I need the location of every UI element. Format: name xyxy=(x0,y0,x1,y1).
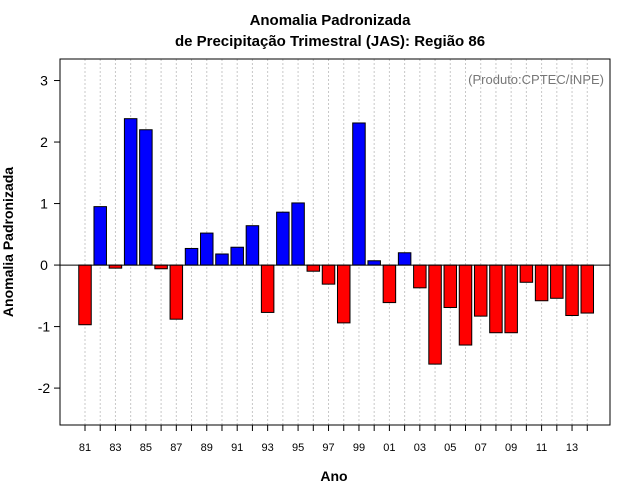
x-tick-label: 97 xyxy=(322,442,334,454)
x-tick-label: 11 xyxy=(536,442,547,454)
chart-title: Anomalia Padronizada xyxy=(250,12,412,29)
bar-1998 xyxy=(336,264,351,324)
x-tick-label: 91 xyxy=(231,442,243,454)
bar-1982 xyxy=(93,206,107,266)
bar-1999 xyxy=(352,122,366,266)
bar-2012 xyxy=(550,264,564,299)
bar-1992 xyxy=(245,225,260,266)
bar-1986 xyxy=(154,264,168,270)
bar-2013 xyxy=(565,264,579,317)
bar-1989 xyxy=(200,232,214,266)
y-axis: -2 -1 0 1 2 3 xyxy=(38,73,60,396)
bar-1987 xyxy=(169,264,184,320)
plot-frame xyxy=(59,58,611,426)
x-tick-label: 99 xyxy=(353,442,365,454)
x-tick-label: 85 xyxy=(140,442,152,454)
bar-2010 xyxy=(519,264,534,283)
vertical-grid xyxy=(84,59,588,425)
x-tick-label: 13 xyxy=(566,442,578,454)
x-tick-label: 81 xyxy=(79,442,91,454)
bar-2008 xyxy=(489,264,503,334)
y-tick-label: 2 xyxy=(40,134,48,150)
x-tick-label: 95 xyxy=(292,442,304,454)
bar-1993 xyxy=(260,264,275,313)
x-tick-label: 07 xyxy=(475,442,487,454)
bar-2009 xyxy=(504,264,518,334)
bar-1996 xyxy=(306,264,321,272)
bar-2005 xyxy=(443,264,458,309)
y-tick-label: 0 xyxy=(40,257,48,273)
x-tick-label: 89 xyxy=(201,442,213,454)
x-tick-label: 83 xyxy=(109,442,121,454)
y-tick-label: 3 xyxy=(40,73,48,89)
bar-2014 xyxy=(580,264,595,314)
bar-1997 xyxy=(321,264,336,285)
bar-1990 xyxy=(215,253,229,266)
x-tick-label: 01 xyxy=(383,442,395,454)
bar-2000 xyxy=(367,260,381,266)
x-tick-label: 03 xyxy=(414,442,426,454)
x-axis: 81 83 85 87 89 91 93 95 97 99 01 03 05 07 09 11 13 xyxy=(79,425,588,454)
bar-2004 xyxy=(428,264,442,365)
bars xyxy=(78,118,595,365)
y-tick-label: -1 xyxy=(38,319,51,335)
bar-1991 xyxy=(230,246,244,266)
x-tick-label: 93 xyxy=(262,442,274,454)
x-tick-label: 09 xyxy=(505,442,517,454)
bar-2001 xyxy=(382,264,397,304)
bar-2002 xyxy=(397,252,412,266)
bar-1981 xyxy=(78,264,92,326)
bar-1994 xyxy=(276,211,290,266)
bar-1988 xyxy=(184,247,199,266)
x-tick-label: 87 xyxy=(170,442,182,454)
bar-2006 xyxy=(458,264,473,346)
bar-1984 xyxy=(123,118,138,266)
y-axis-label: Anomalia Padronizada xyxy=(0,167,16,317)
credit-annotation: (Produto:CPTEC/INPE) xyxy=(468,72,604,87)
bar-2007 xyxy=(473,264,488,317)
chart-subtitle: de Precipitação Trimestral (JAS): Região… xyxy=(175,33,485,50)
bar-1985 xyxy=(139,129,153,266)
bar-2011 xyxy=(534,264,549,302)
bar-2003 xyxy=(413,264,427,289)
bar-1995 xyxy=(291,202,305,266)
x-tick-label: 05 xyxy=(444,442,456,454)
x-axis-label: Ano xyxy=(320,468,347,484)
y-tick-label: -2 xyxy=(38,380,51,396)
y-tick-label: 1 xyxy=(40,196,48,212)
